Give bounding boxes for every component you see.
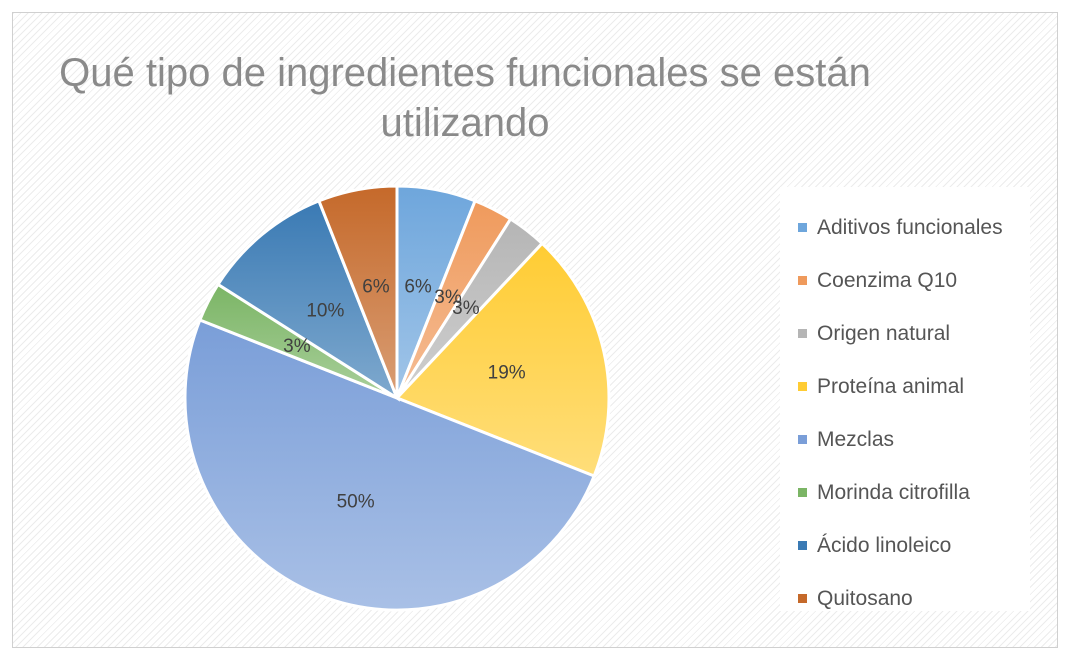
data-label-acido-linoleico: 10%	[306, 300, 344, 321]
legend-item-morinda-citrofilla: Morinda citrofilla	[780, 466, 1030, 519]
legend-item-quitosano: Quitosano	[780, 572, 1030, 625]
legend-item-mezclas: Mezclas	[780, 413, 1030, 466]
legend-item-proteina-animal: Proteína animal	[780, 360, 1030, 413]
legend-label-aditivos-funcionales: Aditivos funcionales	[817, 215, 1003, 239]
legend-item-origen-natural: Origen natural	[780, 307, 1030, 360]
pie-slice-mezclas	[183, 318, 597, 612]
legend-swatch-mezclas	[798, 435, 807, 444]
legend-label-acido-linoleico: Ácido linoleico	[817, 533, 952, 557]
legend-label-mezclas: Mezclas	[817, 427, 895, 451]
legend: Aditivos funcionales Coenzima Q10 Origen n…	[780, 187, 1030, 611]
pie-slice-acido-linoleico	[215, 198, 401, 402]
data-label-mezclas: 50%	[337, 491, 375, 512]
legend-label-coenzima-q10: Coenzima Q10	[817, 268, 958, 292]
legend-swatch-acido-linoleico	[798, 541, 807, 550]
legend-label-morinda-citrofilla: Morinda citrofilla	[817, 480, 970, 504]
legend-swatch-morinda-citrofilla	[798, 488, 807, 497]
legend-item-acido-linoleico: Ácido linoleico	[780, 519, 1030, 572]
data-label-proteina-animal: 19%	[488, 363, 526, 384]
data-label-quitosano: 6%	[362, 277, 390, 298]
data-label-coenzima-q10: 3%	[434, 287, 462, 308]
data-label-aditivos-funcionales: 6%	[404, 277, 432, 298]
legend-swatch-aditivos-funcionales	[798, 223, 807, 232]
legend-swatch-origen-natural	[798, 329, 807, 338]
legend-item-coenzima-q10: Coenzima Q10	[780, 254, 1030, 307]
legend-label-origen-natural: Origen natural	[817, 321, 951, 345]
legend-item-aditivos-funcionales: Aditivos funcionales	[780, 201, 1030, 254]
pie-slice-quitosano	[317, 184, 399, 399]
legend-swatch-quitosano	[798, 594, 807, 603]
pie-data-labels: 6% 3%3%19%50%3%10%6%	[283, 277, 526, 513]
data-label-origen-natural: 3%	[452, 298, 480, 319]
data-label-morinda-citrofilla: 3%	[283, 336, 311, 357]
chart-title-line-2: utilizando	[380, 101, 550, 145]
legend-swatch-coenzima-q10	[798, 276, 807, 285]
legend-swatch-proteina-animal	[798, 382, 807, 391]
legend-label-proteina-animal: Proteína animal	[817, 374, 965, 398]
legend-label-quitosano: Quitosano	[817, 586, 913, 610]
chart-title-line-1: Qué tipo de ingredientes funcionales se …	[59, 51, 871, 95]
chart-title: Qué tipo de ingredientes funcionales se …	[30, 48, 900, 148]
pie-slices	[183, 184, 611, 612]
